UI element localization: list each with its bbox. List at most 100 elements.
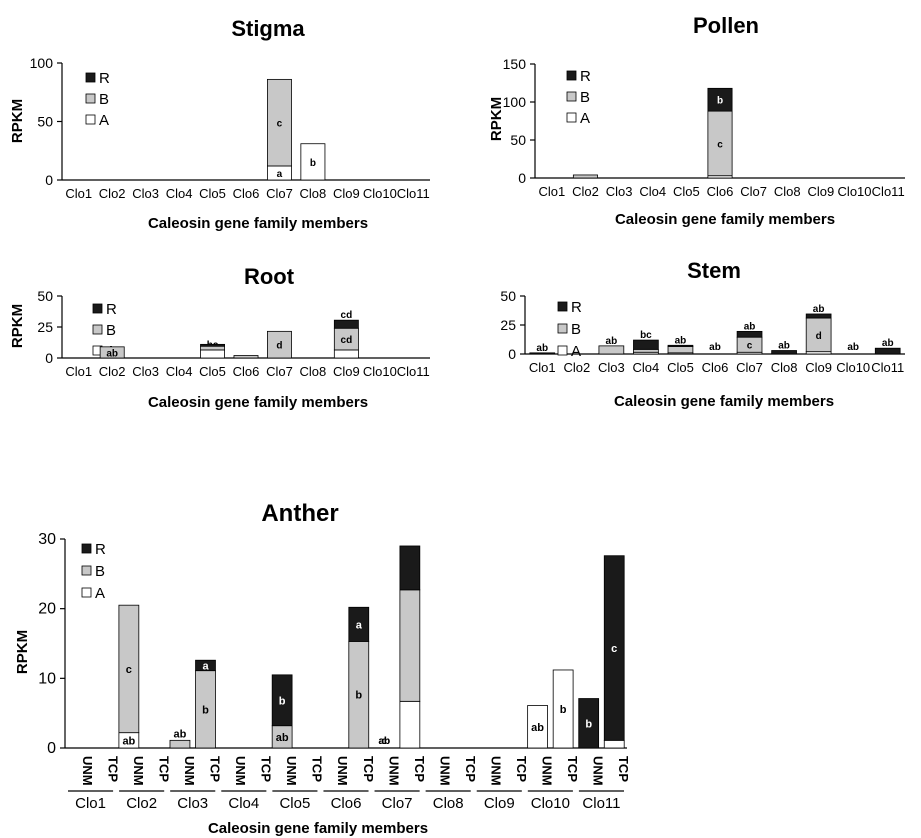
root-category-label: Clo6 [233,364,260,379]
stem-legend-label-b: B [571,321,581,338]
anther-ylabel: RPKM [14,630,31,674]
stem-data-label: ab [778,341,790,352]
stem-category-label: Clo11 [871,360,904,375]
anther-group-label: Clo8 [433,795,464,812]
root-legend-swatch-r [92,303,103,314]
anther-ytick-label: 10 [38,670,56,687]
root-category-label: Clo1 [65,364,92,379]
anther-data-label: ab [531,722,544,734]
stem-category-label: Clo6 [702,360,729,375]
root-data-label: d [276,341,282,352]
root-category-label: Clo7 [266,364,293,379]
anther-group-label: Clo3 [177,795,208,812]
anther-bar-clo7-tcp-r [399,545,421,591]
anther-subcat-label: TCP [565,756,580,782]
anther-legend-swatch-b [81,565,92,576]
anther-bar-clo5-unm-r [271,674,293,727]
anther-bar-clo7-tcp-a [399,700,421,749]
root-ytick-label: 50 [37,288,53,304]
pollen-category-label: Clo9 [808,184,835,199]
pollen-category-label: Clo4 [639,184,666,199]
anther-group-label: Clo5 [279,795,310,812]
anther-data-label: ab [122,735,135,747]
root-data-label: cd [341,335,353,346]
root-data-label: ab [106,348,118,359]
anther-group-label: Clo10 [531,795,570,812]
root-category-label: Clo2 [99,364,126,379]
anther-data-label: b [202,704,209,716]
stigma-category-label: Clo9 [333,186,360,201]
stigma-xlabel: Caleosin gene family members [148,215,368,232]
stigma-title: Stigma [231,16,305,41]
anther-data-label: a [202,660,209,672]
pollen-data-label: c [717,139,723,150]
root-bar-clo9-r [333,319,359,329]
anther-data-label: ab [174,728,187,740]
pollen-legend-label-r: R [580,68,591,85]
stem-data-label: ab [847,342,859,353]
stem-data-label: ab [882,338,894,349]
pollen-legend-swatch-r [566,70,577,81]
anther-ytick-label: 20 [38,601,56,618]
stem-category-label: Clo8 [771,360,798,375]
root-ytick-label: 25 [37,319,53,335]
stigma-ylabel: RPKM [9,99,26,143]
root-data-label: cd [341,310,353,321]
anther-bar-clo11-tcp-a [603,739,625,749]
stem-data-label: ab [536,343,548,354]
pollen-ylabel: RPKM [488,97,505,141]
root-category-label: Clo8 [300,364,327,379]
anther-bar-clo3-unm-b [169,739,191,749]
anther-legend-swatch-a [81,587,92,598]
stigma-legend-swatch-b [85,93,96,104]
pollen-legend-swatch-a [566,112,577,123]
anther-ytick-label: 30 [38,531,56,548]
anther-data-label: ab [378,736,390,747]
stem-data-label: bc [640,330,652,341]
stigma-category-label: Clo10 [363,186,397,201]
stem-bar-clo1-r [529,352,556,355]
stem-bar-clo11-r [874,347,901,355]
pollen-ytick-label: 150 [503,56,527,72]
root-bar-clo2-b [99,346,125,359]
stem-bar-clo8-r [771,350,797,355]
pollen-category-label: Clo7 [740,184,767,199]
anther-subcat-label: TCP [310,756,325,782]
pollen-category-label: Clo6 [707,184,734,199]
anther-title: Anther [261,500,338,527]
stigma-legend-label-b: B [99,91,109,108]
stem-data-label: d [816,331,822,342]
anther-subcat-label: TCP [259,756,274,782]
stem-legend-label-r: R [571,299,582,316]
anther-data-label: b [279,695,286,707]
anther-legend-label-r: R [95,541,106,558]
anther-ytick-label: 0 [47,740,56,757]
anther-legend-swatch-r [81,543,92,554]
pollen-category-label: Clo10 [838,184,872,199]
pollen-ytick-label: 0 [518,170,526,186]
stem-category-label: Clo1 [529,360,556,375]
stigma-data-label: b [310,158,316,169]
anther-subcat-label: TCP [463,756,478,782]
root-ytick-label: 0 [45,350,53,366]
pollen-category-label: Clo5 [673,184,700,199]
root-category-label: Clo5 [199,364,226,379]
anther-subcat-label: TCP [156,756,171,782]
root-category-label: Clo4 [166,364,193,379]
anther-group-label: Clo11 [582,795,620,812]
anther-chart: Anther RPKM 0 10 20 30 RBA Caleosin gene family… [14,500,631,837]
anther-data-label: ab [378,736,390,747]
pollen-chart: Pollen RPKM 0 50 100 150 RBA Caleosin gene fami… [488,13,905,228]
anther-subcat-label: TCP [514,756,529,782]
anther-subcat-label: UNM [335,756,350,786]
anther-subcat-label: UNM [437,756,452,786]
root-bar-clo5-r [200,343,225,347]
pollen-category-label: Clo3 [606,184,633,199]
pollen-category-label: Clo11 [872,184,905,199]
pollen-ytick-label: 50 [510,132,526,148]
pollen-legend-label-a: A [580,110,590,127]
pollen-bar-clo6-r [707,87,733,112]
anther-subcat-label: UNM [233,756,248,786]
stigma-ytick-label: 0 [45,172,53,188]
stem-bar-clo4-r [633,339,659,350]
